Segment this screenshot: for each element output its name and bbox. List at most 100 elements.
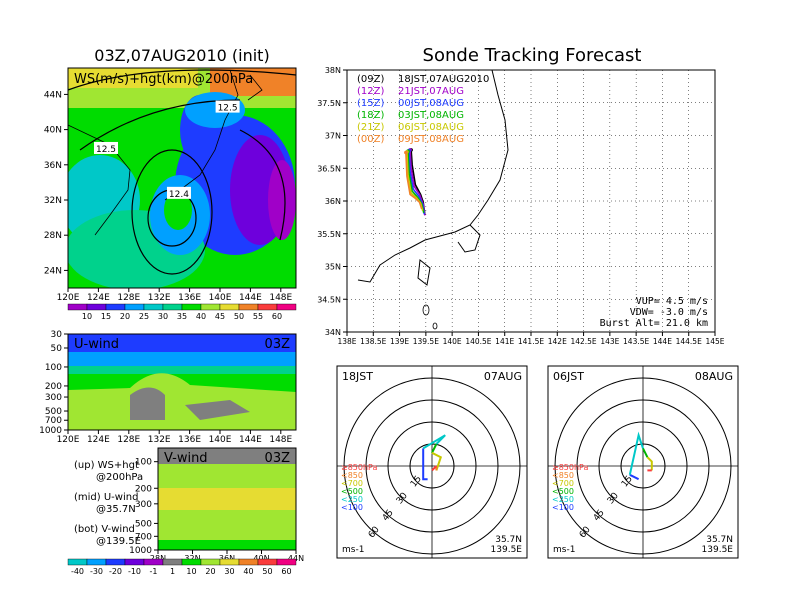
ws-x-tick-label: 140E xyxy=(209,293,232,303)
hodo-legend-item: <850 xyxy=(341,471,363,480)
v-colorbar-swatch xyxy=(181,558,202,566)
map-legend-utc: (12Z) xyxy=(357,86,384,97)
left-title: 03Z,07AUG2010 (init) xyxy=(94,46,269,65)
hodo-lon: 139.5E xyxy=(702,545,734,555)
v-colorbar-label: 20 xyxy=(205,567,215,576)
v-x-tick-label: 28N xyxy=(150,554,166,563)
hodo-legend-item: <100 xyxy=(552,503,574,512)
ws-contour-label-bg xyxy=(166,186,191,199)
u-x-tick-label: 132E xyxy=(148,435,171,445)
u-x-tick-label: 136E xyxy=(178,435,201,445)
side-notes: (up) WS+hgt@200hPa (mid) U-wind@35.7N (bot… xyxy=(74,460,143,547)
map-x-tick-label: 144.5E xyxy=(676,337,702,346)
v-colorbar-label: 50 xyxy=(262,567,272,576)
map-legend-jst: 00JST,08AUG xyxy=(398,98,464,109)
v-y-tick-label: 100 xyxy=(135,458,152,468)
sonde-map-panel: (09Z) 18JST,07AUG2010 (12Z) 21JST,07AUG (15Z… xyxy=(317,66,725,346)
ws-y-tick-label: 44N xyxy=(44,90,62,100)
map-burst: Burst Alt= 21.0 km xyxy=(600,318,708,329)
map-x-tick-label: 144E xyxy=(653,337,672,346)
v-colorbar-swatch xyxy=(124,558,145,566)
u-y-tick-label: 500 xyxy=(45,407,62,417)
u-wind-panel: U-wind 03Z 120E 124E 128E 132E 136E 140E 144E 1… xyxy=(39,330,297,445)
map-x-tick-label: 140.5E xyxy=(465,337,491,346)
map-x-tick-label: 138.5E xyxy=(360,337,386,346)
map-y-tick-label: 37N xyxy=(325,132,341,141)
ws-colorbar-swatch xyxy=(86,303,107,311)
hodo-legend-item: <700 xyxy=(341,479,363,488)
side-note-line1: (up) WS+hgt xyxy=(74,460,139,471)
ws-contour-label: 12.5 xyxy=(218,104,238,114)
hodo-legend-item: <100 xyxy=(341,503,363,512)
ws-contour-label-bg xyxy=(215,100,240,113)
ws-x-tick-label: 148E xyxy=(269,293,292,303)
ws-colorbar-swatch xyxy=(143,303,164,311)
u-wind-time: 03Z xyxy=(265,337,291,352)
v-x-tick-label: 36N xyxy=(219,554,235,563)
v-colorbar-swatch xyxy=(200,558,221,566)
map-x-tick-label: 143E xyxy=(600,337,619,346)
u-y-tick-label: 1000 xyxy=(39,426,62,436)
hodo-lat: 35.7N xyxy=(495,535,522,545)
ws-colorbar-label: 25 xyxy=(139,312,149,321)
v-y-tick-label: 1000 xyxy=(129,546,152,556)
map-legend-jst: 03JST,08AUG xyxy=(398,110,464,121)
hodo-legend-item: <500 xyxy=(341,487,363,496)
v-colorbar-label: -1 xyxy=(150,567,158,576)
map-legend-jst: 09JST,08AUG xyxy=(398,134,464,145)
v-y-tick-label: 500 xyxy=(135,519,152,529)
ws-y-tick-label: 36N xyxy=(44,161,62,171)
hodo-lon: 139.5E xyxy=(491,545,523,555)
map-y-tick-label: 34.5N xyxy=(317,295,341,304)
ws-y-tick-label: 24N xyxy=(44,266,62,276)
v-wind-panel: V-wind 03Z 28N 32N 36N 40N 44N 100 200 300 500 7… xyxy=(67,447,304,576)
v-colorbar-label: 30 xyxy=(224,567,234,576)
v-x-tick-label: 32N xyxy=(184,554,200,563)
map-legend-jst: 18JST,07AUG2010 xyxy=(398,74,489,85)
hodo-wind-trace xyxy=(431,443,438,454)
v-colorbar-swatch xyxy=(86,558,107,566)
ws-colorbar-swatch xyxy=(105,303,126,311)
hodo-wind-trace xyxy=(642,447,649,458)
ws-y-tick-label: 40N xyxy=(44,126,62,136)
side-note-line1: (mid) U-wind xyxy=(74,492,138,503)
ws-contour-label: 12.5 xyxy=(96,145,116,155)
hodo-units: ms-1 xyxy=(342,545,364,555)
hodo-legend-item: <500 xyxy=(552,487,574,496)
map-x-tick-label: 142.5E xyxy=(570,337,596,346)
map-legend-utc: (15Z) xyxy=(357,98,384,109)
hodo-legend-item: <250 xyxy=(341,495,363,504)
map-y-tick-label: 36.5N xyxy=(317,164,341,173)
ws-colorbar-label: 30 xyxy=(158,312,168,321)
hodo-legend-item: ≥850hPa xyxy=(341,463,378,472)
ws-x-tick-label: 124E xyxy=(87,293,110,303)
hodo-wind-trace xyxy=(629,473,640,481)
ws-colorbar-swatch xyxy=(257,303,278,311)
map-x-tick-label: 140E xyxy=(443,337,462,346)
hodo-legend-item: <250 xyxy=(552,495,574,504)
v-colorbar-label: -10 xyxy=(128,567,141,576)
hodo-time: 06JST xyxy=(553,370,584,383)
map-y-tick-label: 34N xyxy=(325,328,341,337)
v-colorbar-label: -20 xyxy=(109,567,122,576)
map-legend-jst: 21JST,07AUG xyxy=(398,86,464,97)
ws-colorbar-swatch xyxy=(200,303,221,311)
map-legend-utc: (09Z) xyxy=(357,74,384,85)
sonde-track-line xyxy=(405,152,423,210)
map-x-tick-label: 142E xyxy=(548,337,567,346)
side-note-line2: @200hPa xyxy=(96,472,143,483)
map-x-tick-label: 145E xyxy=(705,337,724,346)
ws-field xyxy=(68,68,296,288)
ws-x-tick-label: 128E xyxy=(117,293,140,303)
map-x-tick-label: 141.5E xyxy=(518,337,544,346)
ws-colorbar-swatch xyxy=(124,303,145,311)
map-x-tick-label: 141E xyxy=(495,337,514,346)
v-colorbar-swatch xyxy=(143,558,164,566)
map-vup: VUP= 4.5 m/s xyxy=(636,296,708,307)
u-y-tick-label: 50 xyxy=(51,344,63,354)
hodo-legend-item: <850 xyxy=(552,471,574,480)
u-y-tick-label: 700 xyxy=(45,416,62,426)
hodo-wind-trace xyxy=(628,431,644,476)
